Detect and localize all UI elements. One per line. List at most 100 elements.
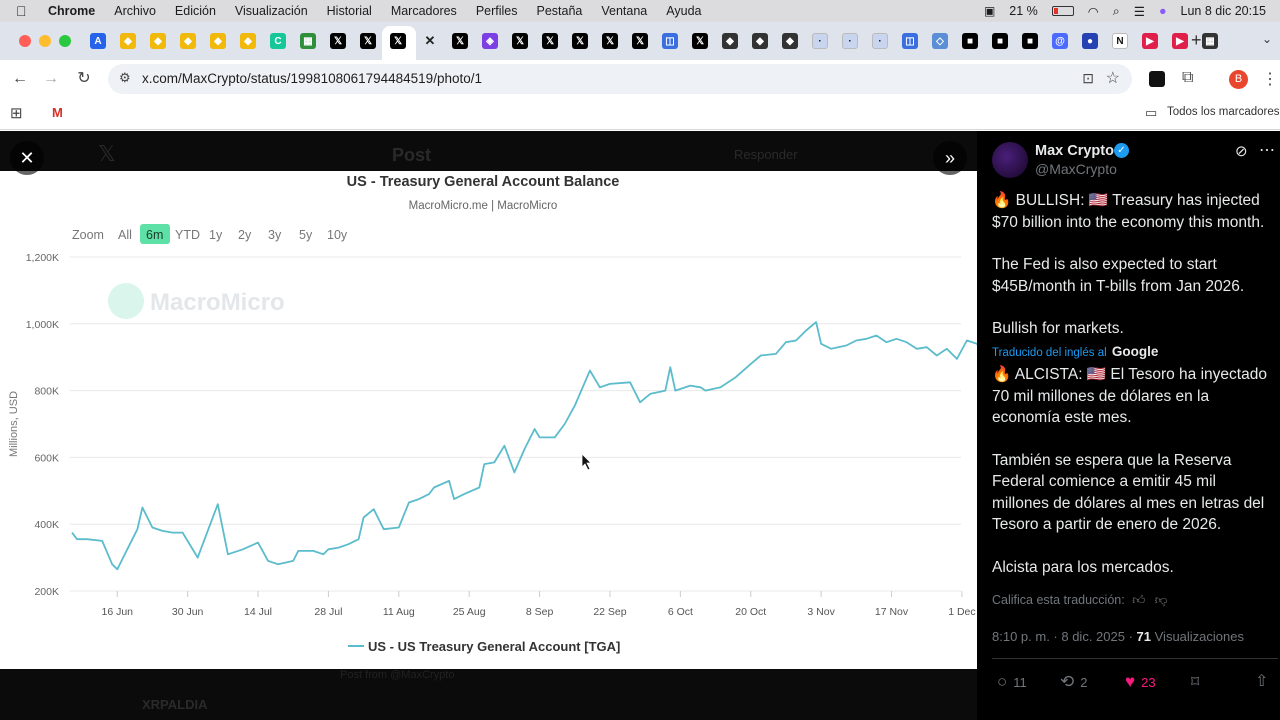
menu-historial[interactable]: Historial xyxy=(326,4,372,18)
extension-icon[interactable] xyxy=(1149,71,1165,87)
bookmark-icon[interactable]: ⌑ xyxy=(1191,674,1200,691)
apple-icon[interactable]:  xyxy=(16,3,34,19)
tab-favicon[interactable]: · xyxy=(842,33,858,49)
wifi-icon[interactable]: ◠ xyxy=(1087,4,1099,19)
range-button[interactable]: 6m xyxy=(146,228,163,242)
tab-favicon[interactable]: ◈ xyxy=(482,33,498,49)
back-icon[interactable]: ← xyxy=(12,70,28,87)
tab-favicon[interactable]: 𝕏 xyxy=(572,33,588,49)
forward-icon[interactable]: → xyxy=(43,70,59,87)
range-button[interactable]: YTD xyxy=(175,228,200,242)
menu-marcadores[interactable]: Marcadores xyxy=(390,4,457,18)
reload-icon[interactable]: ↻ xyxy=(77,70,91,87)
tab-favicon[interactable]: ◆ xyxy=(180,33,196,49)
grok-icon[interactable]: ⊘ xyxy=(1235,143,1248,160)
zoom-window-button[interactable] xyxy=(59,35,71,47)
tweet-timestamp[interactable]: 8:10 p. m. · 8 dic. 2025 · xyxy=(992,629,1133,644)
tab-favicon[interactable]: 𝕏 xyxy=(330,33,346,49)
extensions-puzzle-icon[interactable]: ⧉ xyxy=(1182,69,1194,86)
url-text[interactable]: x.com/MaxCrypto/status/19981080617944845… xyxy=(142,71,482,86)
tab-favicon[interactable]: ■ xyxy=(1022,33,1038,49)
tab-favicon[interactable]: 𝕏 xyxy=(692,33,708,49)
tab-favicon[interactable]: ◆ xyxy=(722,33,738,49)
tab-favicon[interactable]: 𝕏 xyxy=(390,33,406,49)
menu-perfiles[interactable]: Perfiles xyxy=(475,4,518,18)
author-handle[interactable]: @MaxCrypto xyxy=(1035,161,1117,177)
tab-favicon[interactable]: · xyxy=(872,33,888,49)
menu-archivo[interactable]: Archivo xyxy=(114,4,156,18)
tab-favicon[interactable]: ■ xyxy=(962,33,978,49)
site-info-icon[interactable]: ⚙ xyxy=(119,70,131,85)
screen-record-icon[interactable]: ▣ xyxy=(983,4,996,18)
menu-ventana[interactable]: Ventana xyxy=(601,4,648,18)
tab-favicon[interactable]: ◆ xyxy=(150,33,166,49)
tab-close-icon[interactable]: ✕ xyxy=(424,33,436,48)
menu-ayuda[interactable]: Ayuda xyxy=(666,4,702,18)
tab-favicon[interactable]: N xyxy=(1112,33,1128,49)
tab-favicon[interactable]: ◆ xyxy=(210,33,226,49)
chrome-menu-icon[interactable]: ⋮ xyxy=(1262,71,1278,88)
menu-app-name[interactable]: Chrome xyxy=(48,4,96,18)
control-center-icon[interactable]: ☰ xyxy=(1133,4,1145,19)
minimize-window-button[interactable] xyxy=(39,35,51,47)
tab-favicon[interactable]: ◆ xyxy=(752,33,768,49)
range-button-selected[interactable] xyxy=(140,224,170,244)
tab-favicon[interactable]: ■ xyxy=(992,33,1008,49)
tab-favicon[interactable]: ◫ xyxy=(902,33,918,49)
apps-grid-icon[interactable]: ⊞ xyxy=(10,105,23,122)
tab-favicon[interactable]: ▦ xyxy=(300,33,316,49)
tab-favicon[interactable]: ▶ xyxy=(1142,33,1158,49)
tab-favicon[interactable]: 𝕏 xyxy=(360,33,376,49)
range-button[interactable]: 10y xyxy=(327,228,348,242)
tab-favicon[interactable]: ▶ xyxy=(1172,33,1188,49)
range-button[interactable]: 1y xyxy=(209,228,223,242)
more-options-icon[interactable]: ⋯ xyxy=(1259,142,1275,159)
tab-favicon[interactable]: @ xyxy=(1052,33,1068,49)
tab-favicon[interactable]: · xyxy=(812,33,828,49)
tab-favicon[interactable]: 𝕏 xyxy=(512,33,528,49)
bookmark-star-icon[interactable]: ☆ xyxy=(1105,70,1120,87)
repost-button[interactable]: ⟲ 2 xyxy=(1060,672,1087,692)
tab-favicon[interactable]: ● xyxy=(1082,33,1098,49)
install-app-icon[interactable]: ⊡ xyxy=(1082,70,1094,86)
thumbs-up-icon[interactable]: 👍︎ xyxy=(1132,593,1146,607)
search-icon[interactable]: ⌕ xyxy=(1112,3,1120,18)
range-button[interactable]: All xyxy=(118,228,132,242)
range-button[interactable]: 2y xyxy=(238,228,252,242)
tab-favicon[interactable]: ◇ xyxy=(932,33,948,49)
tab-favicon[interactable]: C xyxy=(270,33,286,49)
share-icon[interactable]: ⇧ xyxy=(1255,673,1269,690)
menu-clock[interactable]: Lun 8 dic 20:15 xyxy=(1180,4,1267,18)
tab-favicon[interactable]: ▦ xyxy=(1202,33,1218,49)
address-bar[interactable]: ⚙ x.com/MaxCrypto/status/199810806179448… xyxy=(108,64,1132,94)
tab-favicon[interactable]: ◆ xyxy=(782,33,798,49)
toggle-sidebar-button[interactable]: » xyxy=(933,141,967,175)
range-button[interactable]: 5y xyxy=(299,228,313,242)
tab-favicon[interactable]: ◆ xyxy=(120,33,136,49)
new-tab-button[interactable]: + xyxy=(1191,30,1202,50)
range-button[interactable]: 3y xyxy=(268,228,282,242)
tab-favicon[interactable]: 𝕏 xyxy=(452,33,468,49)
author-name[interactable]: Max Crypto xyxy=(1035,143,1114,159)
profile-avatar[interactable]: B xyxy=(1229,70,1248,89)
tab-search-icon[interactable]: ⌄ xyxy=(1262,32,1273,46)
tab-favicon[interactable]: 𝕏 xyxy=(542,33,558,49)
tab-favicon[interactable]: A xyxy=(90,33,106,49)
like-button[interactable]: ♥ 23 xyxy=(1125,672,1156,692)
tab-favicon[interactable]: 𝕏 xyxy=(602,33,618,49)
tab-favicon[interactable]: 𝕏 xyxy=(632,33,648,49)
tab-favicon[interactable]: ◫ xyxy=(662,33,678,49)
gmail-icon[interactable]: M xyxy=(52,105,63,120)
close-window-button[interactable] xyxy=(19,35,31,47)
close-viewer-button[interactable]: ✕ xyxy=(10,141,44,175)
menu-pestana[interactable]: Pestaña xyxy=(536,4,583,18)
menu-visualizacion[interactable]: Visualización xyxy=(234,4,308,18)
menu-edicion[interactable]: Edición xyxy=(174,4,216,18)
battery-icon[interactable] xyxy=(1051,6,1074,16)
avatar[interactable] xyxy=(992,142,1028,178)
siri-icon[interactable]: ● xyxy=(1158,4,1167,18)
all-bookmarks-link[interactable]: Todos los marcadores xyxy=(1167,106,1280,118)
reply-button[interactable]: ○ 11 xyxy=(997,672,1027,692)
thumbs-down-icon[interactable]: 👎︎ xyxy=(1154,593,1168,607)
tab-favicon[interactable]: ◆ xyxy=(240,33,256,49)
